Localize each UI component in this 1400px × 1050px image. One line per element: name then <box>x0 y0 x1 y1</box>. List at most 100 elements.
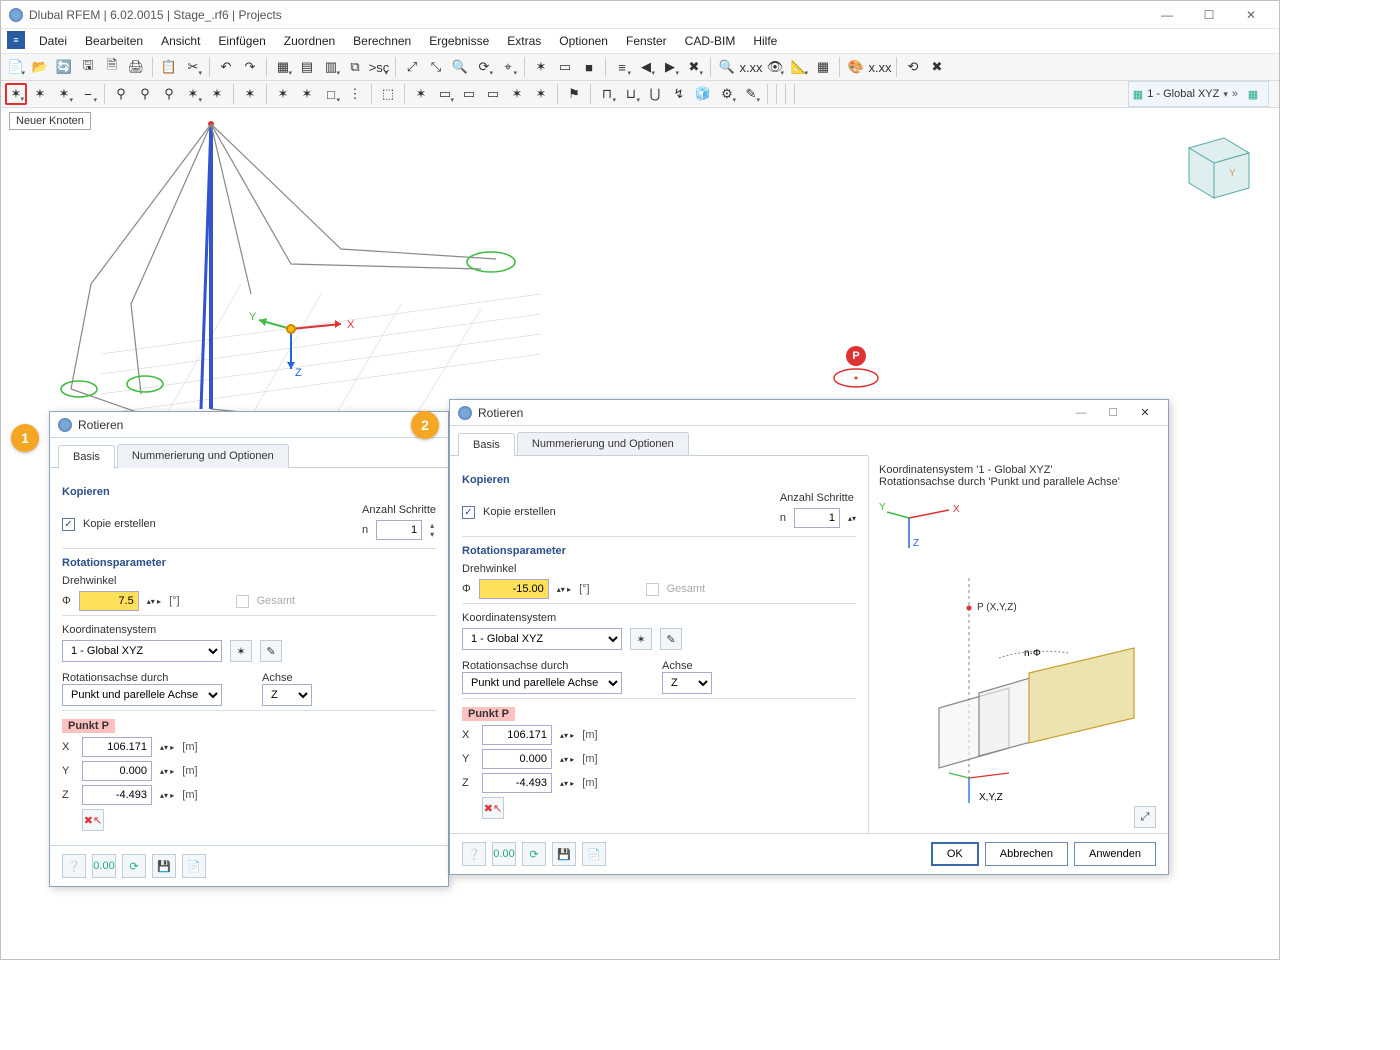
toolbar-btn[interactable]: ✶ <box>29 83 51 105</box>
toolbar-btn[interactable]: x.xx <box>869 56 891 78</box>
toolbar-btn[interactable]: □ <box>320 83 342 105</box>
menu-zuordnen[interactable]: Zuordnen <box>276 31 343 51</box>
maximize-button[interactable]: ☐ <box>1189 4 1229 26</box>
dlg2-px-input[interactable] <box>482 725 552 745</box>
toolbar-btn[interactable]: 🖨 <box>125 56 147 78</box>
dlg2-tab-basis[interactable]: Basis <box>458 433 515 457</box>
save-icon[interactable]: 💾 <box>152 854 176 878</box>
cs-select[interactable]: 1 - Global XYZ <box>62 640 222 662</box>
dlg2-refresh-icon[interactable]: ⟳ <box>522 842 546 866</box>
total-checkbox[interactable] <box>236 595 249 608</box>
menu-hilfe[interactable]: Hilfe <box>745 31 785 51</box>
toolbar-btn[interactable]: 📋 <box>158 56 180 78</box>
toolbar-btn[interactable]: x.xx <box>740 56 762 78</box>
toolbar-btn[interactable]: ⋃ <box>644 83 666 105</box>
menu-optionen[interactable]: Optionen <box>551 31 616 51</box>
toolbar-btn[interactable]: ⚲ <box>158 83 180 105</box>
menu-cadbim[interactable]: CAD-BIM <box>677 31 744 51</box>
dlg2-close[interactable]: ✕ <box>1130 403 1160 423</box>
dlg2-precision-icon[interactable]: 0.00 <box>492 842 516 866</box>
toolbar-btn[interactable]: 🖫 <box>77 56 99 78</box>
toolbar-btn[interactable]: ⊔ <box>620 83 642 105</box>
toolbar-btn[interactable]: ⚑ <box>563 83 585 105</box>
dlg2-axis2-select[interactable]: Z <box>662 672 712 694</box>
dlg2-load-icon[interactable]: 📄 <box>582 842 606 866</box>
dlg2-angle-input[interactable] <box>479 579 549 599</box>
toolbar-btn[interactable]: ▤ <box>296 56 318 78</box>
toolbar-btn[interactable]: ✶ <box>296 83 318 105</box>
toolbar-btn[interactable]: ✶ <box>530 56 552 78</box>
toolbar-btn[interactable]: 🔍 <box>716 56 738 78</box>
dlg2-py-input[interactable] <box>482 749 552 769</box>
orientation-cube[interactable]: Y <box>1169 118 1259 208</box>
toolbar-btn[interactable]: ✶ <box>530 83 552 105</box>
precision-icon[interactable]: 0.00 <box>92 854 116 878</box>
toolbar-btn[interactable]: 🔍 <box>449 56 471 78</box>
dlg2-tab-num[interactable]: Nummerierung und Optionen <box>517 432 689 456</box>
toolbar-btn[interactable]: ▥ <box>320 56 342 78</box>
dlg1-tab-basis[interactable]: Basis <box>58 445 115 469</box>
ok-button[interactable]: OK <box>931 842 979 866</box>
toolbar-btn[interactable]: ✖ <box>683 56 705 78</box>
toolbar-btn[interactable]: ⤡ <box>425 56 447 78</box>
dlg1-angle-input[interactable] <box>79 591 139 611</box>
toolbar-btn[interactable]: ◀ <box>635 56 657 78</box>
toolbar-btn[interactable]: ⚲ <box>110 83 132 105</box>
toolbar-btn[interactable]: ⚲ <box>134 83 156 105</box>
cancel-button[interactable]: Abbrechen <box>985 842 1068 866</box>
toolbar-btn[interactable]: ✶ <box>239 83 261 105</box>
dlg2-pick-point-icon[interactable]: ✖↖ <box>482 797 504 819</box>
cs-new-icon[interactable]: ✶ <box>230 640 252 662</box>
menu-ansicht[interactable]: Ansicht <box>153 31 208 51</box>
menu-fenster[interactable]: Fenster <box>618 31 675 51</box>
toolbar-btn[interactable]: ✶ <box>5 83 27 105</box>
dlg2-cs-new-icon[interactable]: ✶ <box>630 628 652 650</box>
toolbar-btn[interactable]: 📄 <box>5 56 27 78</box>
menu-extras[interactable]: Extras <box>499 31 549 51</box>
menu-berechnen[interactable]: Berechnen <box>345 31 419 51</box>
dlg1-titlebar[interactable]: Rotieren <box>50 412 448 438</box>
toolbar-btn[interactable]: ▭ <box>458 83 480 105</box>
dlg2-cs-select[interactable]: 1 - Global XYZ <box>462 628 622 650</box>
toolbar-btn[interactable]: ▭ <box>434 83 456 105</box>
toolbar-btn[interactable]: ⋮ <box>344 83 366 105</box>
toolbar-btn[interactable]: 🔄 <box>53 56 75 78</box>
toolbar-btn[interactable]: ⧉ <box>344 56 366 78</box>
dlg2-save-icon[interactable]: 💾 <box>552 842 576 866</box>
toolbar-btn[interactable]: ⤢ <box>401 56 423 78</box>
toolbar-btn[interactable]: ⬚ <box>377 83 399 105</box>
copy-checkbox[interactable]: ✓Kopie erstellen <box>62 518 156 531</box>
menu-einfuegen[interactable]: Einfügen <box>210 31 273 51</box>
axis2-select[interactable]: Z <box>262 684 312 706</box>
toolbar-btn[interactable]: ≡ <box>611 56 633 78</box>
toolbar-btn[interactable]: 📐 <box>788 56 810 78</box>
toolbar-btn[interactable]: ✶ <box>506 83 528 105</box>
dlg2-maximize[interactable]: ☐ <box>1098 403 1128 423</box>
toolbar-btn[interactable]: ⊓ <box>596 83 618 105</box>
help-icon[interactable]: ❔ <box>62 854 86 878</box>
load-icon[interactable]: 📄 <box>182 854 206 878</box>
pz-input[interactable] <box>82 785 152 805</box>
axis-select[interactable]: Punkt und parellele Achse <box>62 684 222 706</box>
dlg2-pz-input[interactable] <box>482 773 552 793</box>
toolbar-btn[interactable]: ⎯ <box>77 83 99 105</box>
toolbar-btn[interactable]: >sc <box>368 56 390 78</box>
toolbar-btn[interactable]: ⟳ <box>473 56 495 78</box>
toolbar-btn[interactable]: 🗎 <box>101 56 123 78</box>
toolbar-btn[interactable]: 👁 <box>764 56 786 78</box>
dlg2-total-checkbox[interactable] <box>646 583 659 596</box>
toolbar-btn[interactable]: 🧊 <box>692 83 714 105</box>
dlg2-help-icon[interactable]: ❔ <box>462 842 486 866</box>
toolbar-btn[interactable]: ✶ <box>410 83 432 105</box>
coord-system-picker[interactable]: ▦ 1 - Global XYZ ▾ » ▦ <box>1128 81 1269 107</box>
toolbar-btn[interactable]: ↷ <box>239 56 261 78</box>
py-input[interactable] <box>82 761 152 781</box>
toolbar-btn[interactable]: ⚙ <box>716 83 738 105</box>
dlg2-steps-input[interactable] <box>794 508 840 528</box>
toolbar-btn[interactable]: ✶ <box>182 83 204 105</box>
toolbar-btn[interactable]: ↯ <box>668 83 690 105</box>
toolbar-btn[interactable]: ▭ <box>482 83 504 105</box>
toolbar-btn[interactable]: ✶ <box>53 83 75 105</box>
dlg1-tab-num[interactable]: Nummerierung und Optionen <box>117 444 289 468</box>
refresh-icon[interactable]: ⟳ <box>122 854 146 878</box>
